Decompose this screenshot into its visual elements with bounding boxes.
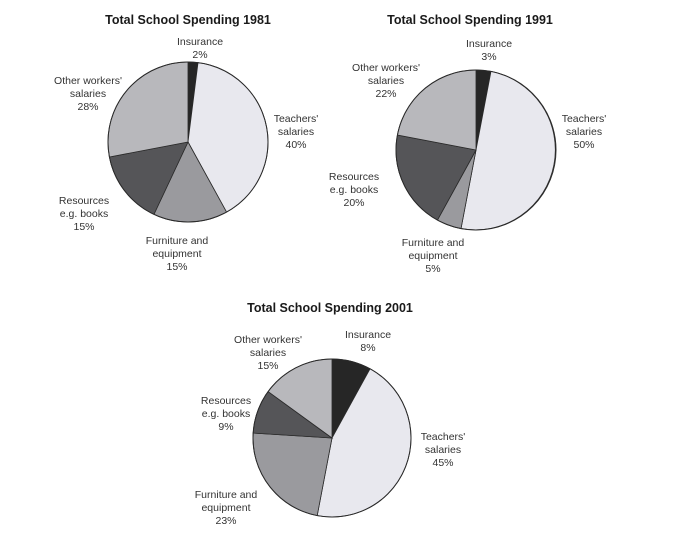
slice-value-label: 2% xyxy=(192,49,207,61)
pie-labels-2001: Insurance 8%Teachers' salaries 45%Furniture… xyxy=(195,329,466,527)
slice-value-label: 15% xyxy=(73,221,94,233)
slice-value-label: 20% xyxy=(343,197,364,209)
slice-category-label: Insurance xyxy=(345,329,391,341)
slice-category-label: equipment xyxy=(201,502,250,514)
slice-value-label: 45% xyxy=(432,457,453,469)
slice-value-label: 3% xyxy=(481,51,496,63)
pie-slices-1981 xyxy=(107,61,269,223)
slice-value-label: 5% xyxy=(425,263,440,275)
slice-label-teachers-salaries-1981: Teachers' salaries 40% xyxy=(274,113,319,151)
pie-chart-2001: Total School Spending 2001 Insurance 8% Te… xyxy=(195,301,466,527)
slice-category-label: equipment xyxy=(152,248,201,260)
slice-category-label: salaries xyxy=(250,347,286,359)
slice-value-label: 22% xyxy=(375,88,396,100)
chart-title-2001: Total School Spending 2001 xyxy=(247,301,413,315)
slice-category-label: e.g. books xyxy=(60,208,108,220)
slice-label-other-workers-salaries-2001: Other workers' salaries 15% xyxy=(234,334,302,372)
slice-category-label: Other workers' xyxy=(54,75,122,87)
slice-category-label: Furniture and xyxy=(402,237,465,249)
slice-category-label: Teachers' xyxy=(274,113,319,125)
pie-outline-1991 xyxy=(395,69,557,231)
slice-label-insurance-1991: Insurance 3% xyxy=(466,38,512,63)
slice-label-teachers-salaries-1991: Teachers' salaries 50% xyxy=(562,113,607,151)
slice-category-label: salaries xyxy=(566,126,602,138)
slice-label-resources-e-g-books-1981: Resources e.g. books 15% xyxy=(59,195,109,233)
slice-category-label: Resources xyxy=(59,195,109,207)
slice-category-label: salaries xyxy=(278,126,314,138)
slice-category-label: Teachers' xyxy=(562,113,607,125)
slice-label-resources-e-g-books-2001: Resources e.g. books 9% xyxy=(201,395,251,433)
slice-value-label: 28% xyxy=(77,101,98,113)
slice-category-label: salaries xyxy=(70,88,106,100)
slice-category-label: Resources xyxy=(201,395,251,407)
slice-category-label: salaries xyxy=(425,444,461,456)
slice-category-label: Other workers' xyxy=(352,62,420,74)
slice-category-label: e.g. books xyxy=(202,408,250,420)
slice-label-resources-e-g-books-1991: Resources e.g. books 20% xyxy=(329,171,379,209)
slice-category-label: equipment xyxy=(408,250,457,262)
slice-category-label: Resources xyxy=(329,171,379,183)
chart-title-1981: Total School Spending 1981 xyxy=(105,13,271,27)
slice-label-other-workers-salaries-1981: Other workers' salaries 28% xyxy=(54,75,122,113)
slice-label-teachers-salaries-2001: Teachers' salaries 45% xyxy=(421,431,466,469)
slice-value-label: 15% xyxy=(257,360,278,372)
slice-label-insurance-1981: Insurance 2% xyxy=(177,36,223,61)
pie-outline-2001 xyxy=(252,358,412,518)
slice-category-label: Teachers' xyxy=(421,431,466,443)
slice-value-label: 40% xyxy=(285,139,306,151)
pie-labels-1991: Insurance 3%Teachers' salaries 50%Furniture… xyxy=(329,38,606,275)
slice-label-other-workers-salaries-1991: Other workers' salaries 22% xyxy=(352,62,420,100)
slice-value-label: 23% xyxy=(215,515,236,527)
pie-chart-1991: Total School Spending 1991 Insurance 3% Te… xyxy=(329,13,606,275)
slice-value-label: 50% xyxy=(573,139,594,151)
slice-category-label: Insurance xyxy=(177,36,223,48)
slice-label-furniture-and-equipment-1981: Furniture and equipment 15% xyxy=(146,235,209,273)
slice-value-label: 15% xyxy=(166,261,187,273)
slice-category-label: Other workers' xyxy=(234,334,302,346)
slice-category-label: salaries xyxy=(368,75,404,87)
pie-slices-2001 xyxy=(252,358,412,518)
pie-outline-1981 xyxy=(107,61,269,223)
slice-category-label: Furniture and xyxy=(146,235,209,247)
pie-chart-1981: Total School Spending 1981 Insurance 2% Te… xyxy=(54,13,318,273)
pie-labels-1981: Insurance 2%Teachers' salaries 40%Furniture… xyxy=(54,36,318,273)
slice-category-label: e.g. books xyxy=(330,184,378,196)
slice-label-furniture-and-equipment-2001: Furniture and equipment 23% xyxy=(195,489,258,527)
pie-slices-1991 xyxy=(395,69,557,231)
slice-value-label: 8% xyxy=(360,342,375,354)
slice-category-label: Insurance xyxy=(466,38,512,50)
slice-value-label: 9% xyxy=(218,421,233,433)
slice-label-furniture-and-equipment-1991: Furniture and equipment 5% xyxy=(402,237,465,275)
slice-label-insurance-2001: Insurance 8% xyxy=(345,329,391,354)
slice-category-label: Furniture and xyxy=(195,489,258,501)
chart-title-1991: Total School Spending 1991 xyxy=(387,13,553,27)
